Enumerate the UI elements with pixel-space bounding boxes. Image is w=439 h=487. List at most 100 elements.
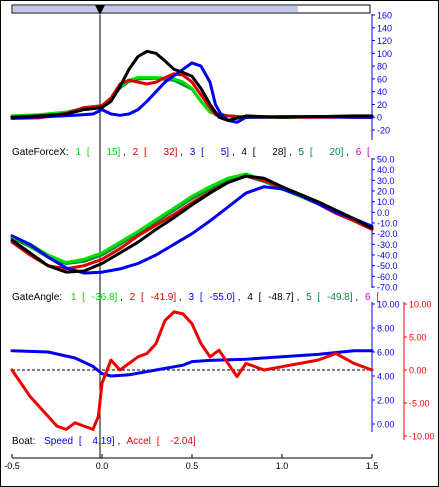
angle-series-3-line [10,185,374,275]
angle-label: GateAngle: [12,292,62,303]
angle-legend-1-value: -36.8] [92,292,118,303]
force-axis-tick-label: 120 [377,36,392,46]
boat-legend: Boat: Speed [ 4.19] , Accel [ -2.04] [12,436,196,447]
angle-legend-1-sep: , [120,292,123,303]
angle-axis-tick-label: 0.0 [377,208,390,218]
angle-axis-tick-label: -60.0 [377,272,398,282]
accel-axis-tick-label: 5.00 [409,333,427,343]
force-legend-3-num: 3 [190,147,196,158]
scrollbar-thumb[interactable] [13,6,298,12]
angle-legend-4-value: -48.7] [268,292,294,303]
force-axis-tick-label: 20 [377,100,387,110]
angle-legend-1-num: 1 [71,292,77,303]
angle-axis-tick-label: 40.0 [377,165,395,175]
force-axis-tick-label: 160 [377,11,392,21]
force-series-4-line [10,49,374,122]
accel-axis-tick-label: 10.00 [409,300,432,310]
accel-value: -2.04] [170,436,196,447]
angle-legend-5-open: [ [317,292,320,303]
speed-axis-tick-label: 0.00 [377,420,395,430]
force-legend-5-num: 5 [299,147,305,158]
angle-legend-6-num: 6 [365,292,371,303]
force-legend-1-sep: , [123,147,126,158]
force-legend-3-open: [ [201,147,204,158]
force-legend: GateForceX: 1 [ 15] , 2 [ 32] , 3 [ 5] ,… [12,147,370,158]
speed-axis-tick-label: 4.00 [377,372,395,382]
angle-axis-tick-label: -20.0 [377,229,398,239]
angle-axis-tick-label: 20.0 [377,187,395,197]
force-legend-6-num: 6 [356,147,362,158]
accel-label: Accel [126,436,150,447]
angle-legend-2-value: -41.9] [151,292,177,303]
force-legend-2-num: 2 [133,147,139,158]
angle-axis-tick-label: 50.0 [377,155,395,165]
force-axis-tick-label: 40 [377,87,387,97]
angle-legend-5-sep: , [355,292,358,303]
force-axis-tick-label: 80 [377,62,387,72]
gate-force-chart: 160 140 120 100 80 60 40 20 0 -20 GateForceX: 1 [… [10,11,392,158]
angle-legend-6-open: [ [376,292,379,303]
force-legend-4-sep: , [289,147,292,158]
force-axis-tick-label: 100 [377,49,392,59]
angle-legend-5-num: 5 [306,292,312,303]
force-axis-tick-label: 0 [377,113,382,123]
force-legend-3-sep: , [232,147,235,158]
time-axis-tick-label: 0.0 [96,461,109,471]
angle-legend: GateAngle: 1 [ -36.8] , 2 [ -41.9] , 3 [… [12,292,379,303]
force-legend-1-num: 1 [75,147,81,158]
time-cursor-marker[interactable] [95,5,105,15]
force-axis-tick-label: 140 [377,23,392,33]
angle-legend-2-open: [ [141,292,144,303]
time-scrollbar[interactable] [11,4,371,14]
accel-axis-tick-label: 0.00 [409,366,427,376]
boat-series-accel-line [10,310,374,431]
force-label: GateForceX: [12,147,69,158]
force-legend-4-num: 4 [241,147,247,158]
speed-axis-tick-label: 10.00 [377,300,400,310]
angle-legend-3-sep: , [238,292,241,303]
time-axis-tick-label: 1.0 [276,461,289,471]
boat-series-speed-line [10,349,374,378]
speed-axis-tick-label: 2.00 [377,396,395,406]
angle-axis-tick-label: 30.0 [377,176,395,186]
accel-bracket: [ [157,436,160,447]
force-legend-2-open: [ [144,147,147,158]
time-axis-tick-label: 0.5 [186,461,199,471]
speed-axis-tick-label: 8.00 [377,324,395,334]
force-legend-4-value: 28] [272,147,286,158]
force-legend-5-value: 20] [329,147,343,158]
force-legend-3-value: 5] [221,147,230,158]
boat-label: Boat: [12,436,35,447]
boat-legend-sep: , [117,436,120,447]
force-axis-tick-label: 60 [377,74,387,84]
force-legend-5-open: [ [310,147,313,158]
gate-angle-chart: 50.040.030.020.010.00.0-10.0-20.0-30.0-4… [10,155,398,303]
force-axis-tick-label: -20 [377,126,390,136]
angle-legend-3-value: -55.0] [209,292,235,303]
angle-legend-4-num: 4 [247,292,253,303]
force-legend-6-open: [ [367,147,370,158]
speed-value: 4.19] [92,436,114,447]
speed-axis-tick-label: 6.00 [377,348,395,358]
angle-axis-tick-label: -70.0 [377,283,398,293]
angle-legend-2-num: 2 [130,292,136,303]
force-legend-1-value: 15] [106,147,120,158]
angle-series-4-line [10,174,374,274]
angle-legend-4-open: [ [259,292,262,303]
time-axis-tick-label: -0.5 [4,461,20,471]
time-axis-tick-label: 1.5 [366,461,379,471]
angle-legend-1-open: [ [82,292,85,303]
speed-bracket: [ [79,436,82,447]
angle-legend-2-sep: , [179,292,182,303]
force-legend-1-open: [ [87,147,90,158]
force-legend-5-sep: , [346,147,349,158]
force-legend-2-value: 32] [164,147,178,158]
force-series-3-line [10,61,374,124]
time-axis: -0.5 0.0 0.5 1.0 1.5 [4,454,378,471]
force-legend-4-open: [ [253,147,256,158]
force-legend-2-sep: , [180,147,183,158]
angle-axis-tick-label: -10.0 [377,219,398,229]
speed-label: Speed [44,436,73,447]
